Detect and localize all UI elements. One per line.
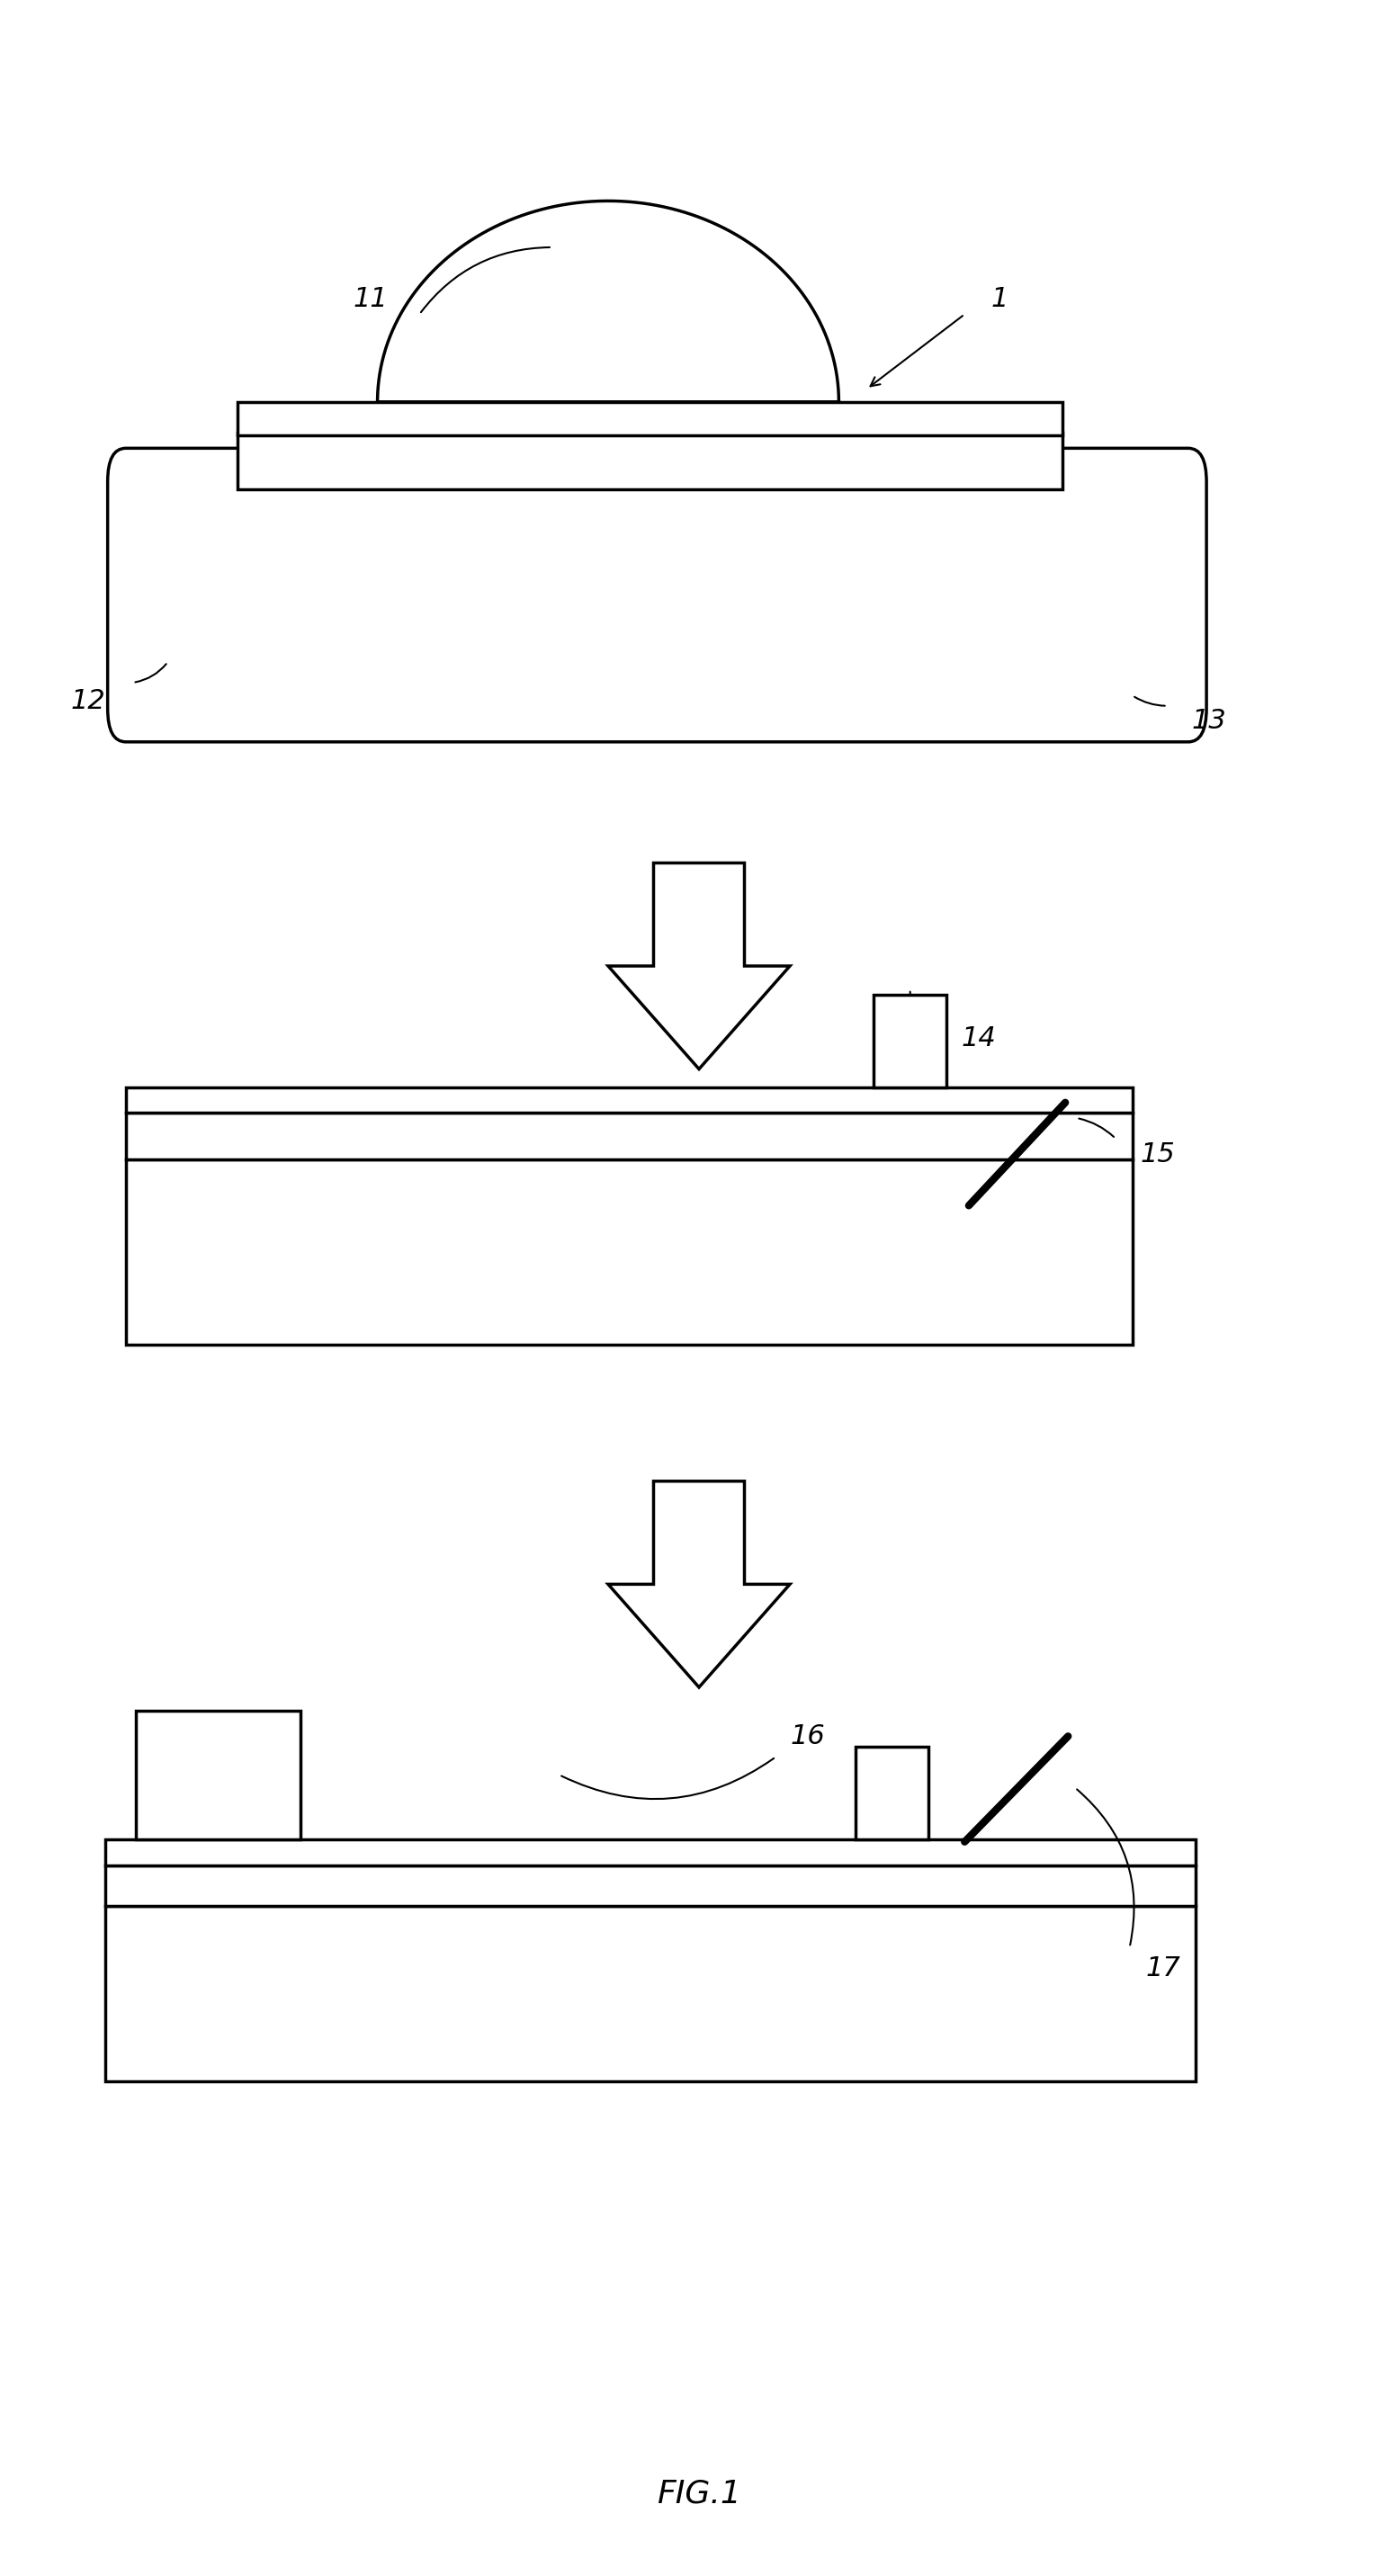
- Polygon shape: [377, 201, 839, 402]
- Bar: [238, 402, 1062, 435]
- Bar: [874, 994, 946, 1087]
- Polygon shape: [608, 1481, 790, 1687]
- Bar: [105, 1839, 1195, 1865]
- Text: 14: 14: [962, 1025, 995, 1051]
- Text: 1: 1: [991, 286, 1008, 312]
- Bar: [856, 1747, 928, 1839]
- Bar: [126, 1087, 1132, 1113]
- Text: FIG.1: FIG.1: [657, 2478, 741, 2509]
- Text: 17: 17: [1146, 1955, 1180, 1981]
- Bar: [105, 1865, 1195, 1906]
- Text: 16: 16: [791, 1723, 825, 1749]
- Bar: [238, 433, 1062, 489]
- Text: 13: 13: [1192, 708, 1226, 734]
- Bar: [126, 1159, 1132, 1345]
- Text: 12: 12: [71, 688, 105, 714]
- Text: 15: 15: [1141, 1141, 1174, 1167]
- Bar: [105, 1906, 1195, 2081]
- Bar: [126, 1113, 1132, 1159]
- Bar: [136, 1710, 301, 1839]
- FancyBboxPatch shape: [108, 448, 1206, 742]
- Polygon shape: [608, 863, 790, 1069]
- Text: 11: 11: [354, 286, 387, 312]
